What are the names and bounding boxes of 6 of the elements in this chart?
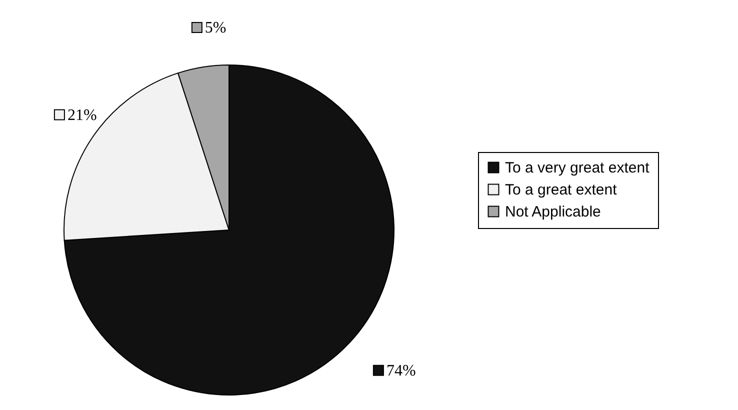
legend-label: Not Applicable: [505, 204, 601, 220]
legend-label: To a great extent: [505, 182, 618, 198]
data-label: 21%: [67, 106, 97, 124]
data-label: 74%: [386, 362, 416, 380]
legend-label: To a very great extent: [505, 160, 650, 176]
data-label: 5%: [204, 20, 226, 37]
